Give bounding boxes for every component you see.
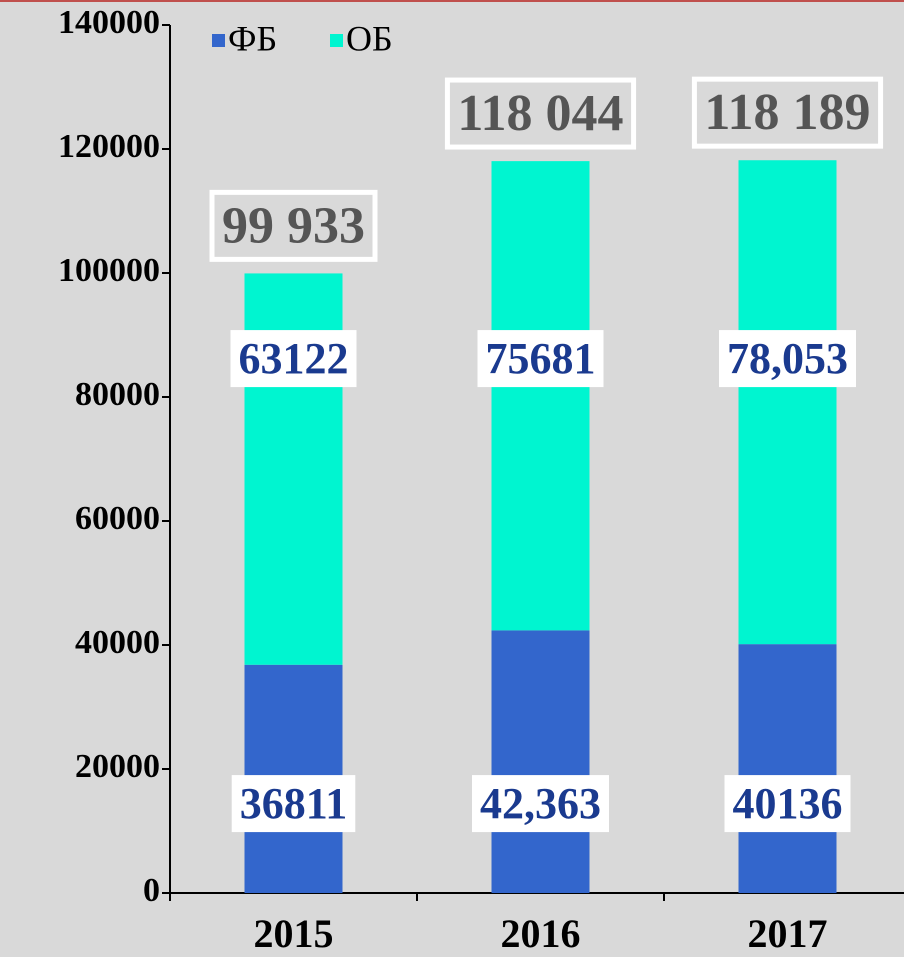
total-label: 118 044 [457,85,623,142]
value-label-box [231,775,356,833]
x-tick-label: 2015 [254,911,334,956]
y-tick-label: 40000 [75,624,160,661]
legend-swatch [212,34,225,47]
value-label: 36811 [240,779,348,828]
value-label-box [472,775,609,833]
y-tick-label: 140000 [58,4,160,41]
legend-label: ФБ [228,18,277,58]
legend-swatch [330,34,343,47]
y-tick-label: 80000 [75,376,160,413]
value-label-box [724,775,851,833]
value-label: 42,363 [480,779,601,828]
value-label-box [719,330,856,388]
bar-segment [738,644,837,893]
value-label-box [230,330,357,388]
value-label-box [477,330,604,388]
legend-label: ОБ [346,18,393,58]
value-label: 40136 [733,779,843,828]
value-label: 63122 [239,334,349,383]
y-tick-label: 20000 [75,748,160,785]
y-tick-label: 60000 [75,500,160,537]
total-label-box [444,77,637,150]
bar-segment [738,160,837,645]
y-tick-label: 120000 [58,128,160,165]
total-label-box [209,189,378,262]
y-tick-label: 0 [143,872,160,909]
bar-segment [491,161,590,631]
bar-segment [491,630,590,893]
x-tick-label: 2016 [501,911,581,956]
y-tick-label: 100000 [58,252,160,289]
total-label: 118 189 [704,84,870,141]
value-label: 78,053 [727,334,848,383]
total-label-box [691,76,884,149]
total-label: 99 933 [222,197,365,254]
x-tick-label: 2017 [748,911,828,956]
value-label: 75681 [486,334,596,383]
